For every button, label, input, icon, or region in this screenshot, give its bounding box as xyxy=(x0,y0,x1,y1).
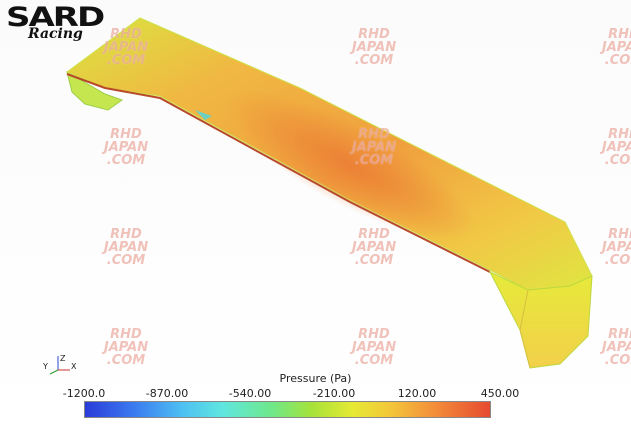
legend-tick: -870.00 xyxy=(145,387,189,400)
logo-sub: Racing xyxy=(28,26,83,42)
left-endplate xyxy=(66,70,124,111)
high-pressure-zone xyxy=(224,90,476,240)
legend-ticks: -1200.0 -870.00 -540.00 -210.00 120.00 4… xyxy=(60,387,530,401)
axis-triad-icon: Z X Y xyxy=(42,354,77,375)
logo-brand: SARD xyxy=(6,2,105,34)
legend-title: Pressure (Pa) xyxy=(279,372,352,385)
axis-x-label: X xyxy=(71,362,77,371)
legend-tick: 450.00 xyxy=(480,387,520,400)
sard-racing-logo: SARD Racing xyxy=(6,2,116,50)
legend-tick: -210.00 xyxy=(312,387,356,400)
pressure-colorbar xyxy=(84,401,491,418)
legend-tick: 120.00 xyxy=(397,387,437,400)
leading-edge xyxy=(66,73,491,273)
legend-tick: -540.00 xyxy=(228,387,272,400)
legend-tick: -1200.0 xyxy=(62,387,106,400)
strut xyxy=(195,110,212,120)
axis-z-label: Z xyxy=(60,354,66,363)
axis-y-label: Y xyxy=(42,362,48,371)
